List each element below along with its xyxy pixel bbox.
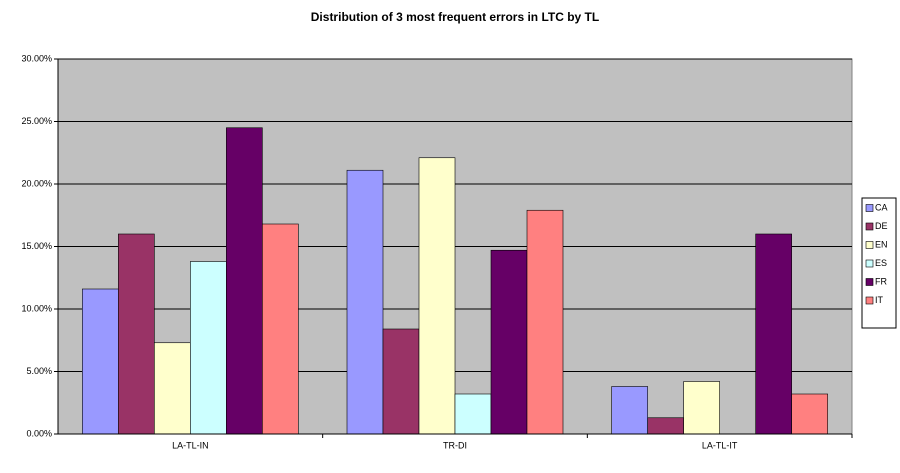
bar: [647, 417, 684, 435]
legend-label: ES: [875, 258, 887, 268]
bar: [611, 386, 648, 435]
bar: [526, 209, 564, 435]
x-tick-label: LA-TL-IN: [172, 440, 209, 450]
bar: [226, 127, 263, 435]
bar: [346, 169, 384, 435]
bar: [262, 223, 299, 435]
bar: [418, 157, 456, 435]
legend-label: IT: [875, 295, 884, 305]
bar: [454, 393, 492, 435]
bar: [490, 249, 528, 435]
bar: [190, 261, 227, 435]
legend-swatch: [865, 204, 874, 212]
bar: [154, 342, 191, 435]
bar: [683, 381, 720, 435]
legend-swatch: [865, 278, 874, 286]
y-tick-label: 0.00%: [26, 428, 52, 438]
y-tick-label: 20.00%: [21, 178, 52, 188]
bar: [118, 233, 155, 435]
legend-swatch: [865, 296, 874, 305]
legend-label: FR: [875, 276, 887, 286]
y-tick-label: 30.00%: [21, 53, 52, 63]
bar: [791, 393, 828, 435]
y-tick-label: 15.00%: [21, 241, 52, 251]
y-tick-label: 25.00%: [21, 116, 52, 126]
legend-swatch: [865, 222, 874, 231]
chart-title: Distribution of 3 most frequent errors i…: [311, 10, 599, 24]
legend-swatch: [865, 241, 874, 249]
legend-label: DE: [875, 221, 888, 231]
legend-swatch: [865, 259, 874, 268]
y-tick-label: 5.00%: [26, 366, 52, 376]
legend-label: EN: [875, 239, 888, 249]
y-tick-label: 10.00%: [21, 303, 52, 313]
x-tick-label: LA-TL-IT: [702, 440, 738, 450]
bar: [382, 328, 420, 435]
legend-label: CA: [875, 202, 888, 212]
x-tick-label: TR-DI: [443, 440, 467, 450]
bar: [82, 288, 119, 435]
bar: [755, 233, 792, 435]
